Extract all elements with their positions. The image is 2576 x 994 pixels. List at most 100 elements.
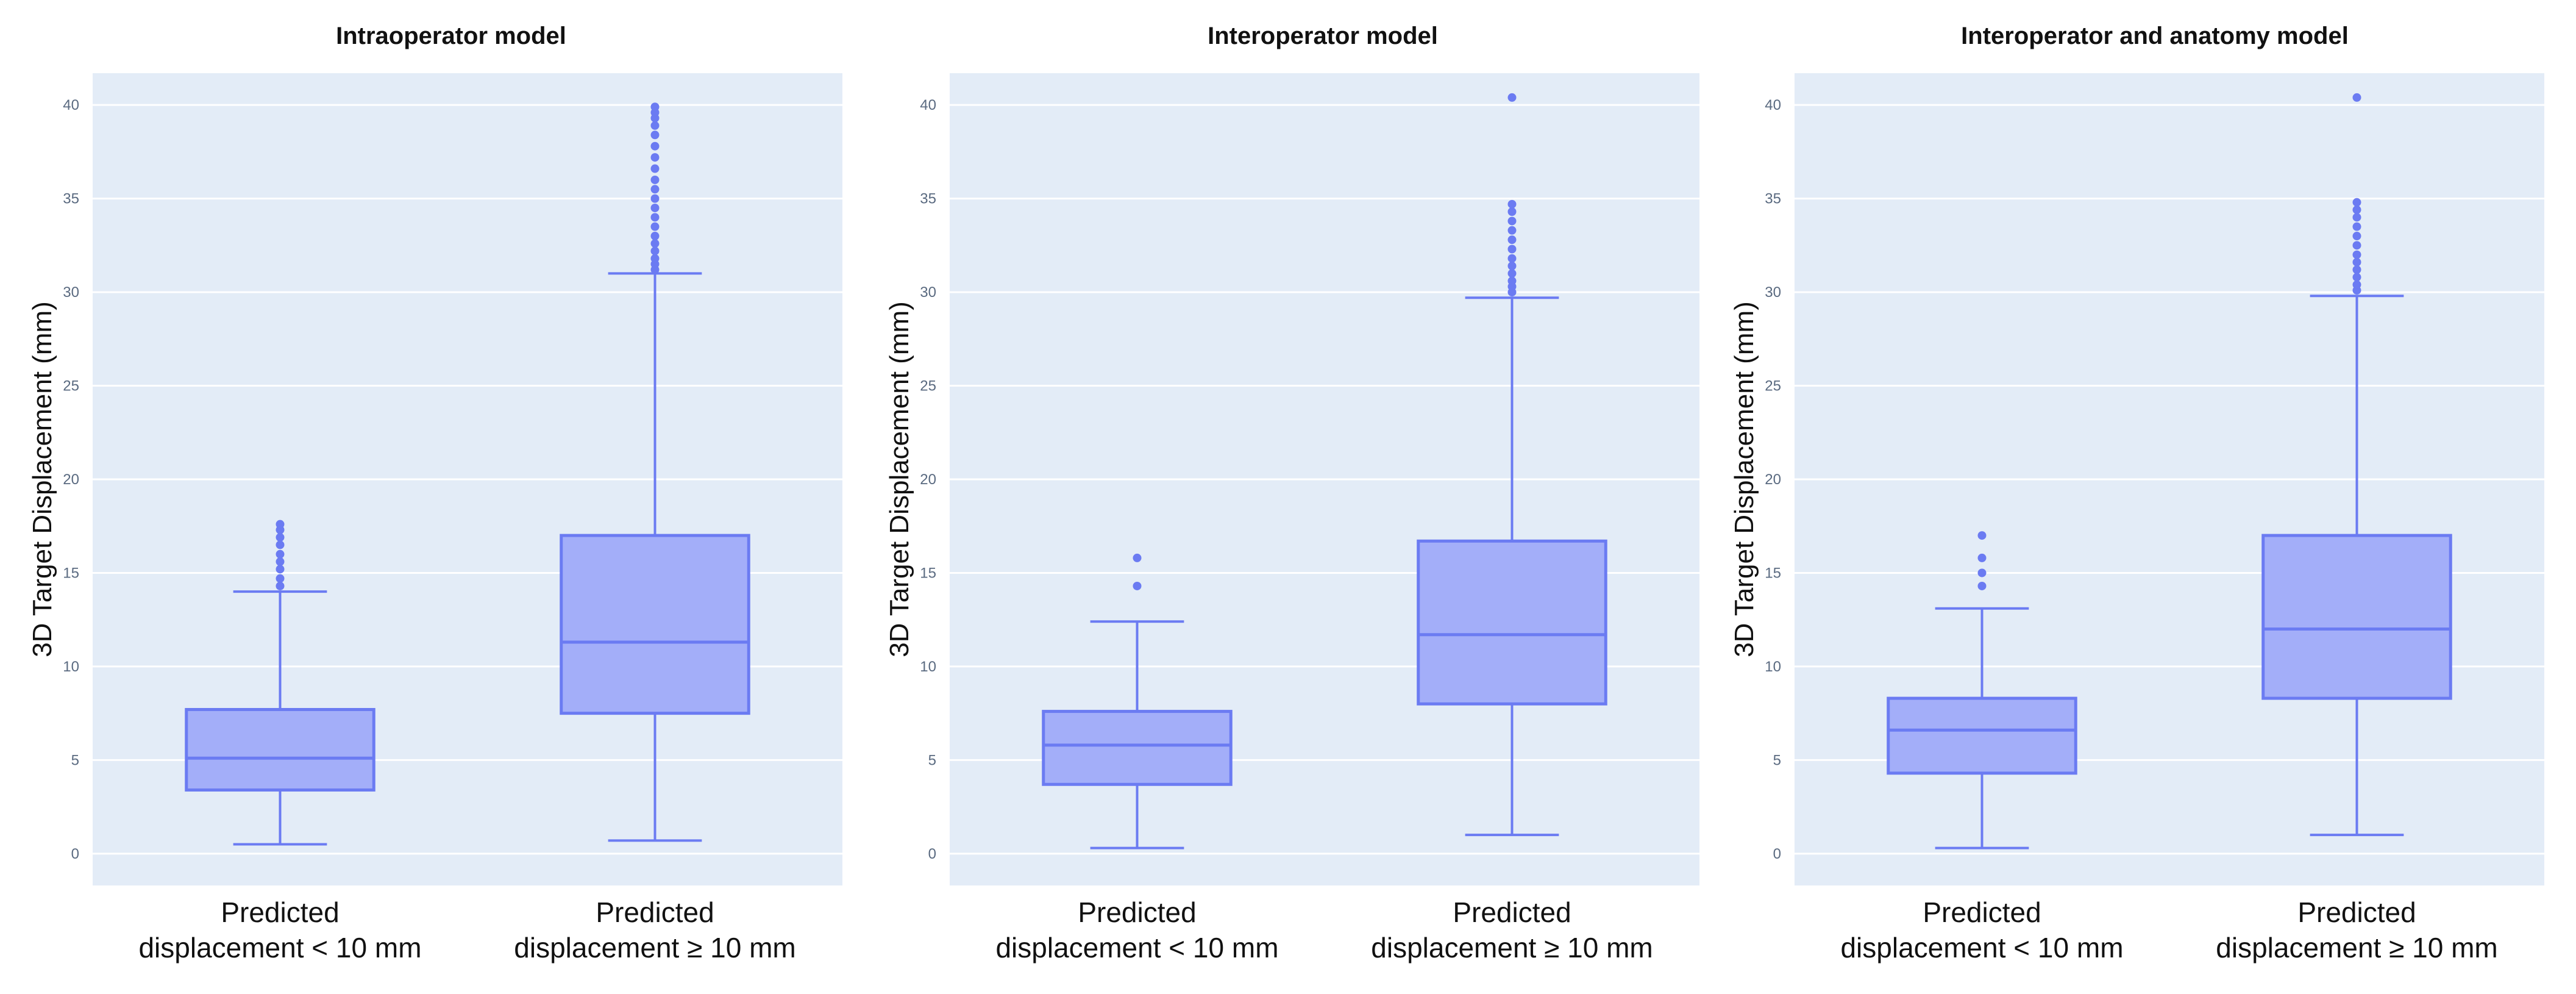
outlier-point: [276, 533, 285, 542]
outlier-point: [276, 549, 285, 559]
y-axis-label: 3D Target Displacement (mm): [884, 301, 914, 657]
outlier-point: [650, 153, 660, 162]
outlier-point: [650, 239, 660, 248]
outlier-point: [650, 222, 660, 231]
y-tick-label: 10: [1765, 659, 1781, 675]
outlier-point: [1507, 93, 1517, 102]
outlier-point: [650, 232, 660, 241]
y-tick-label: 5: [928, 752, 936, 768]
outlier-point: [1133, 553, 1142, 562]
outlier-point: [276, 520, 285, 529]
y-tick-label: 25: [920, 378, 936, 395]
outlier-point: [276, 557, 285, 567]
outlier-point: [2352, 198, 2361, 207]
y-tick-label: 30: [1765, 284, 1781, 301]
x-tick-label-line1: Predicted: [2297, 896, 2416, 928]
outlier-point: [1507, 245, 1517, 254]
outlier-point: [1507, 199, 1517, 209]
y-tick-label: 40: [1765, 97, 1781, 113]
outlier-point: [276, 565, 285, 574]
outlier-point: [2352, 213, 2361, 222]
outlier-point: [1977, 531, 1987, 540]
outlier-point: [1977, 553, 1987, 562]
interquartile-box: [1887, 696, 2077, 775]
outlier-point: [1977, 568, 1987, 577]
outlier-point: [650, 185, 660, 194]
x-tick-label-line2: displacement < 10 mm: [995, 932, 1278, 964]
interquartile-box: [560, 534, 750, 715]
y-tick-label: 30: [920, 284, 936, 301]
box-group: [560, 102, 750, 842]
y-tick-label: 20: [1765, 471, 1781, 488]
outlier-point: [2352, 206, 2361, 215]
interquartile-box: [1042, 710, 1233, 786]
chart-panel: 0 5 10 15 20 25 30 35 40 Interoperator model 3D Ta…: [884, 23, 1699, 964]
outlier-point: [1507, 262, 1517, 271]
y-tick-label: 0: [1773, 846, 1781, 862]
outlier-point: [1507, 235, 1517, 245]
y-tick-label: 10: [63, 659, 79, 675]
y-tick-label: 0: [71, 846, 79, 862]
chart-title: Interoperator model: [1208, 23, 1438, 49]
outlier-point: [2352, 280, 2361, 289]
y-tick-label: 35: [920, 191, 936, 207]
outlier-point: [650, 121, 660, 130]
outlier-point: [650, 102, 660, 112]
y-tick-label: 20: [63, 471, 79, 488]
x-tick-label-line1: Predicted: [1078, 896, 1196, 928]
outlier-point: [650, 246, 660, 256]
outlier-point: [1507, 226, 1517, 235]
y-tick-label: 35: [1765, 191, 1781, 207]
outlier-point: [650, 194, 660, 203]
y-tick-label: 20: [920, 471, 936, 488]
box-group: [1417, 93, 1607, 837]
chart-panel: 0 5 10 15 20 25 30 35 40 Intraoperator model 3D Ta…: [27, 23, 842, 964]
y-tick-label: 15: [63, 565, 79, 581]
x-tick-label-line2: displacement < 10 mm: [138, 932, 421, 964]
outlier-point: [2352, 265, 2361, 274]
outlier-point: [276, 540, 285, 549]
outlier-point: [276, 574, 285, 583]
outlier-point: [650, 254, 660, 263]
y-tick-label: 10: [920, 659, 936, 675]
outlier-point: [2352, 250, 2361, 259]
x-tick-label-line1: Predicted: [1923, 896, 2041, 928]
y-tick-label: 40: [920, 97, 936, 113]
outlier-point: [2352, 241, 2361, 250]
y-tick-label: 30: [63, 284, 79, 301]
chart-title: Interoperator and anatomy model: [1961, 23, 2349, 49]
outlier-point: [650, 175, 660, 184]
interquartile-box: [1417, 539, 1607, 706]
y-tick-label: 40: [63, 97, 79, 113]
chart-panel: 0 5 10 15 20 25 30 35 40 Interoperator and anatom…: [1729, 23, 2544, 964]
box-group: [185, 520, 375, 846]
y-axis-label: 3D Target Displacement (mm): [1729, 301, 1759, 657]
outlier-point: [1507, 276, 1517, 285]
box-group: [1042, 553, 1233, 849]
outlier-point: [1507, 216, 1517, 226]
x-tick-label-line1: Predicted: [596, 896, 714, 928]
outlier-point: [2352, 273, 2361, 282]
y-tick-label: 0: [928, 846, 936, 862]
y-axis-label: 3D Target Displacement (mm): [27, 301, 57, 657]
x-tick-label-line1: Predicted: [1453, 896, 1571, 928]
outlier-point: [1507, 207, 1517, 216]
outlier-point: [650, 141, 660, 151]
y-tick-label: 5: [1773, 752, 1781, 768]
y-tick-label: 15: [920, 565, 936, 581]
box-group: [2261, 93, 2452, 837]
y-tick-label: 25: [1765, 378, 1781, 395]
outlier-point: [276, 581, 285, 590]
outlier-point: [1133, 581, 1142, 590]
x-tick-label-line1: Predicted: [221, 896, 339, 928]
chart-title: Intraoperator model: [336, 23, 566, 49]
outlier-point: [2352, 93, 2361, 102]
outlier-point: [650, 203, 660, 212]
outlier-point: [650, 131, 660, 140]
box-group: [1887, 531, 2077, 849]
y-tick-label: 25: [63, 378, 79, 395]
outlier-point: [1507, 254, 1517, 263]
x-tick-label-line2: displacement ≥ 10 mm: [514, 932, 795, 964]
outlier-point: [2352, 257, 2361, 266]
